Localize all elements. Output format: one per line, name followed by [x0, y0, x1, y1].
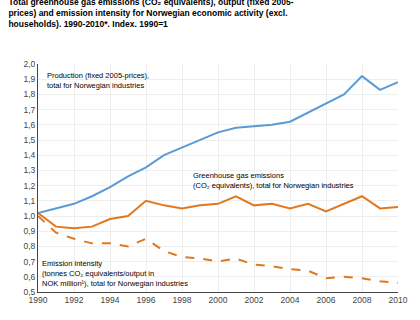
- svg-text:0,5: 0,5: [23, 287, 35, 297]
- svg-text:2004: 2004: [281, 295, 300, 305]
- svg-text:1,7: 1,7: [23, 105, 35, 115]
- svg-text:2006: 2006: [317, 295, 336, 305]
- svg-text:2002: 2002: [245, 295, 264, 305]
- svg-text:1992: 1992: [65, 295, 84, 305]
- svg-text:Emission intensity(tonnes CO₂: Emission intensity(tonnes CO₂ equivalent…: [42, 259, 188, 288]
- svg-text:2000: 2000: [209, 295, 228, 305]
- svg-text:2008: 2008: [353, 295, 372, 305]
- svg-text:2,0: 2,0: [23, 59, 35, 69]
- svg-text:1994: 1994: [101, 295, 120, 305]
- svg-text:2010: 2010: [389, 295, 408, 305]
- svg-text:Greenhouse gas emissions(CO₂ e: Greenhouse gas emissions(CO₂ equivalents…: [193, 171, 354, 190]
- svg-text:1,3: 1,3: [23, 165, 35, 175]
- svg-text:1,2: 1,2: [23, 181, 35, 191]
- svg-text:1,1: 1,1: [23, 196, 35, 206]
- svg-text:1,5: 1,5: [23, 135, 35, 145]
- svg-text:Production (fixed 2005-prices): Production (fixed 2005-prices),total for…: [47, 71, 149, 90]
- svg-text:0,9: 0,9: [23, 226, 35, 236]
- svg-text:1,0: 1,0: [23, 211, 35, 221]
- svg-text:1,4: 1,4: [23, 150, 35, 160]
- svg-text:1998: 1998: [173, 295, 192, 305]
- svg-text:1990: 1990: [29, 295, 48, 305]
- svg-text:1996: 1996: [137, 295, 156, 305]
- svg-text:1,9: 1,9: [23, 74, 35, 84]
- svg-text:0,6: 0,6: [23, 272, 35, 282]
- svg-text:Total greenhouse gas emissions: Total greenhouse gas emissions (CO₂ equi…: [8, 0, 293, 29]
- svg-text:1,6: 1,6: [23, 120, 35, 130]
- svg-text:0,8: 0,8: [23, 241, 35, 251]
- svg-text:1,8: 1,8: [23, 89, 35, 99]
- svg-text:0,7: 0,7: [23, 257, 35, 267]
